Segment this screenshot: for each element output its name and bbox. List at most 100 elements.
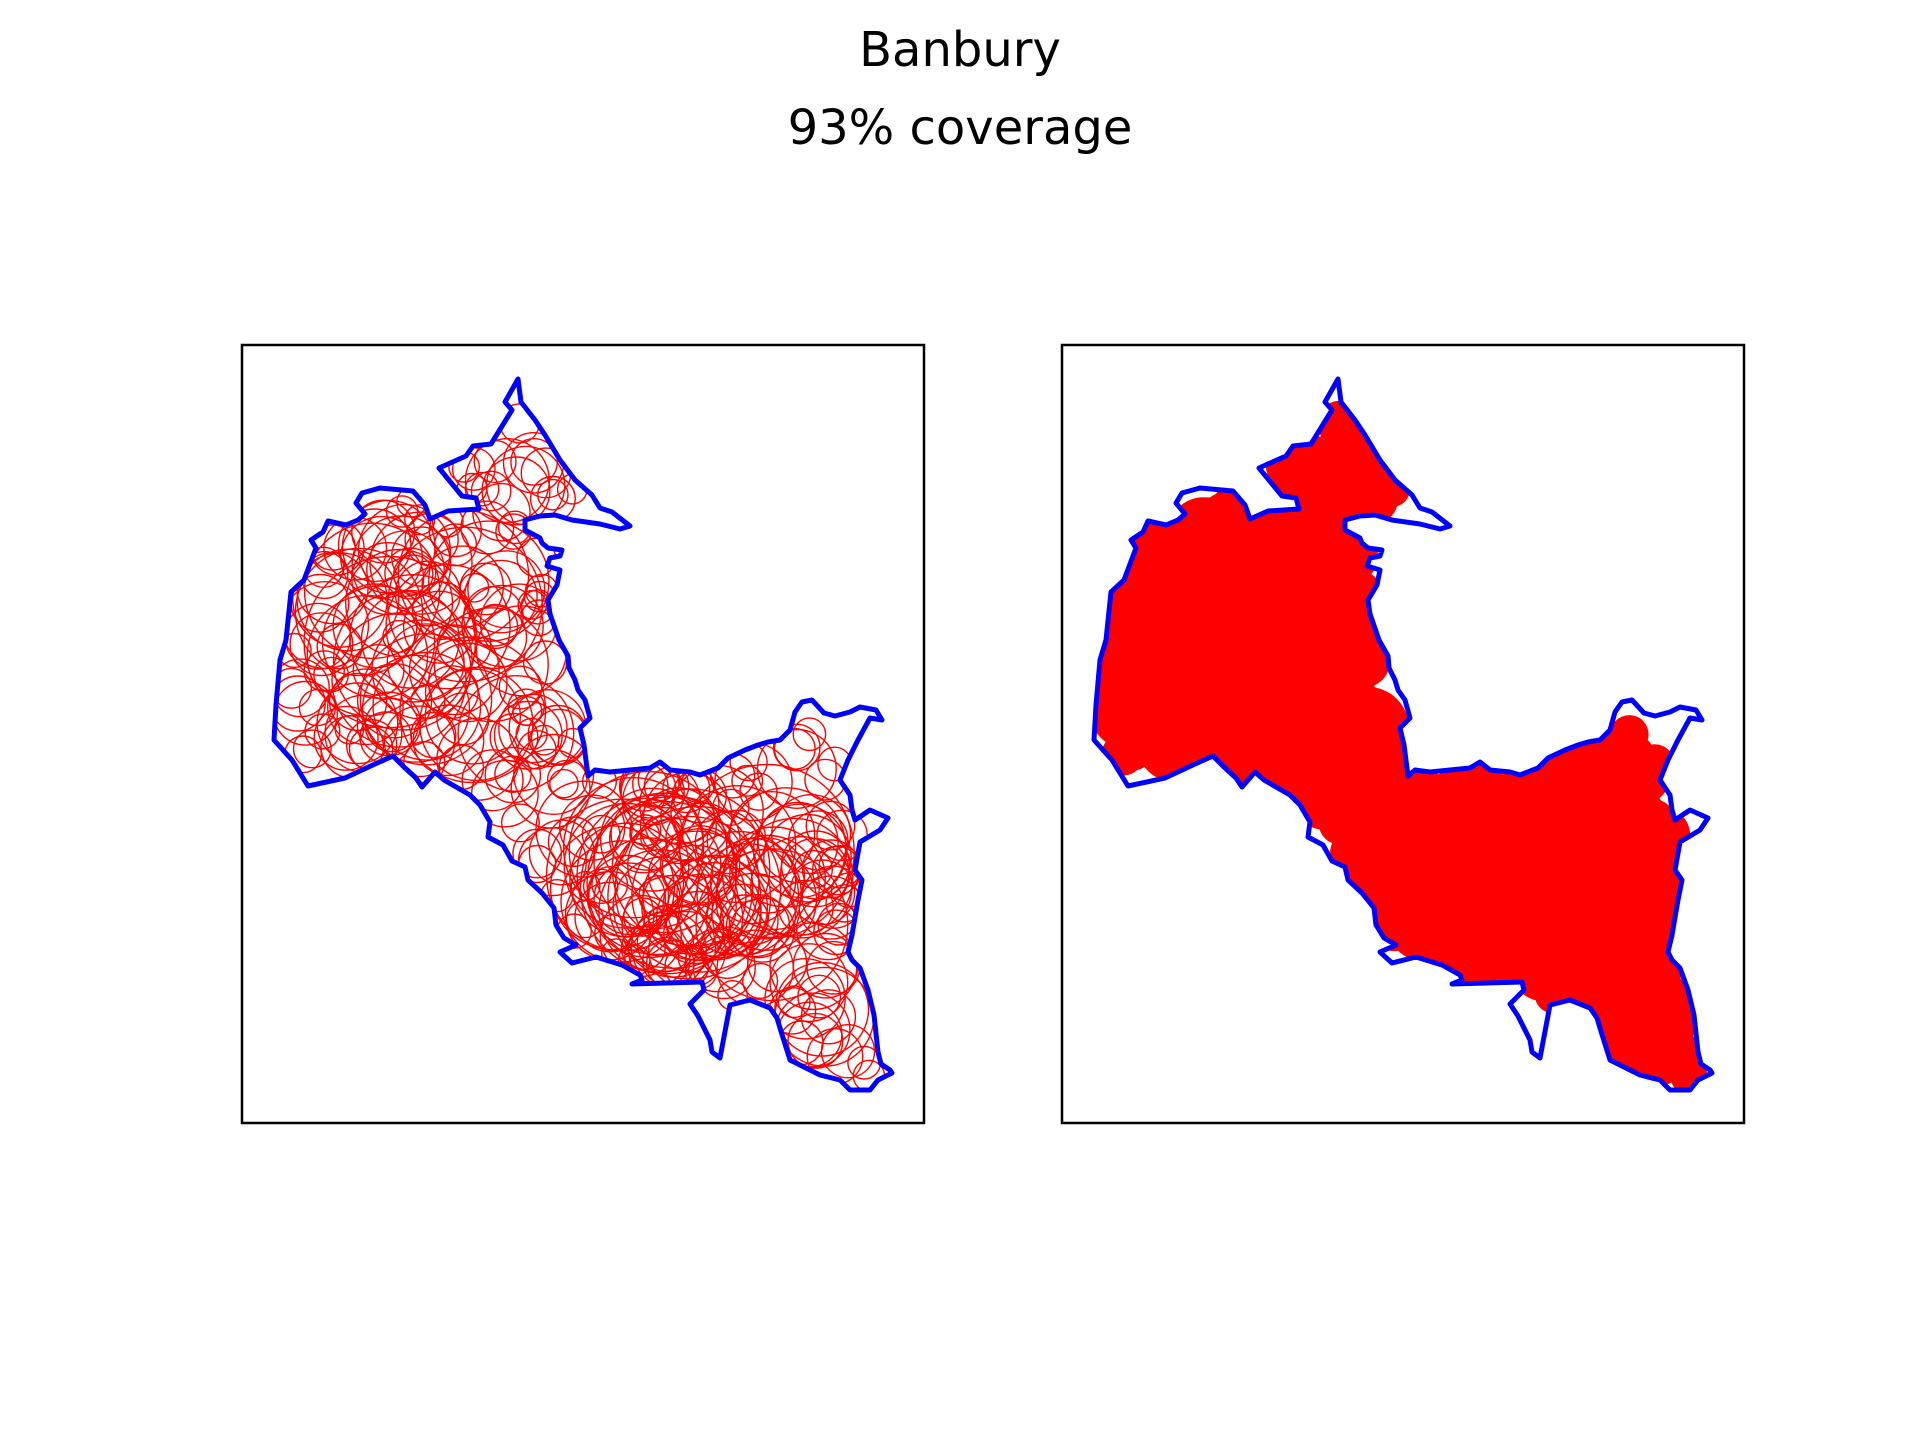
coverage-disc (1614, 972, 1664, 1021)
coverage-circle (337, 508, 412, 583)
coverage-circle (756, 728, 837, 810)
coverage-circle (763, 813, 852, 903)
coverage-circle (461, 749, 524, 812)
coverage-circle (498, 693, 568, 764)
coverage-circle (427, 520, 550, 643)
coverage-circle (402, 590, 477, 664)
coverage-disc (1203, 492, 1241, 531)
coverage-disc (1539, 824, 1649, 933)
coverage-circle (582, 868, 619, 905)
coverage-circle (274, 680, 339, 746)
coverage-circle (331, 612, 467, 748)
coverage-circle (408, 624, 500, 716)
coverage-circle (384, 547, 437, 600)
coverage-circle (467, 550, 546, 629)
coverage-circle (424, 668, 521, 765)
coverage-circle (559, 794, 626, 861)
coverage-disc (1251, 520, 1300, 569)
coverage-circle (549, 768, 579, 799)
coverage-circle (640, 815, 682, 858)
coverage-circle (545, 798, 700, 952)
coverage-circle (433, 607, 549, 723)
coverage-circle (436, 616, 492, 672)
coverage-disc (1183, 527, 1268, 612)
coverage-circle (593, 792, 735, 934)
coverage-circle (772, 723, 821, 772)
coverage-circle (729, 897, 796, 963)
coverage-circle (470, 470, 512, 512)
coverage-circle (537, 478, 569, 511)
coverage-circle (385, 495, 419, 528)
coverage-circle (716, 834, 820, 939)
coverage-circle (399, 636, 547, 784)
coverage-circle (614, 805, 782, 973)
coverage-circle (512, 695, 543, 727)
coverage-circle (360, 589, 460, 689)
coverage-circle (427, 642, 508, 723)
coverage-circle (570, 870, 601, 901)
coverage-circle (692, 935, 756, 1000)
coverage-fill (1094, 400, 1708, 1090)
coverage-disc (1638, 1021, 1698, 1081)
coverage-circle (436, 692, 490, 746)
coverage-circle (500, 803, 540, 843)
coverage-circle (366, 530, 445, 609)
coverage-circle (722, 826, 826, 931)
coverage-circle (728, 791, 816, 878)
coverage-disc (1400, 866, 1441, 907)
coverage-circle (369, 511, 473, 615)
coverage-circle (579, 800, 754, 975)
coverage-circle (700, 926, 754, 980)
coverage-circle (292, 729, 332, 769)
coverage-circle (764, 958, 846, 1040)
coverage-circle (725, 787, 847, 908)
coverage-circle (676, 830, 802, 957)
coverage-circle (274, 658, 330, 718)
coverage-circle (528, 724, 560, 756)
coverage-circles (274, 403, 886, 1090)
coverage-circle (313, 705, 379, 771)
coverage-circle (316, 623, 363, 670)
coverage-disc (1284, 547, 1368, 631)
coverage-circle (394, 560, 461, 627)
coverage-circle (528, 819, 595, 886)
coverage-circle (696, 843, 800, 946)
coverage-circle (797, 974, 842, 1019)
panel-right (1060, 343, 1746, 1125)
coverage-circle (457, 675, 575, 793)
coverage-circle (621, 874, 725, 978)
coverage-disc (1557, 770, 1600, 814)
coverage-circle (274, 675, 326, 732)
coverage-circle (794, 849, 834, 889)
coverage-circle (512, 828, 563, 879)
coverage-circle (510, 437, 558, 486)
boundary-outline-left (271, 376, 895, 1093)
coverage-circle (361, 654, 471, 763)
coverage-disc (1346, 722, 1382, 758)
coverage-circle (498, 665, 543, 710)
coverage-circle (294, 547, 424, 677)
coverage-circle (599, 787, 705, 892)
coverage-circle (773, 727, 816, 770)
coverage-circle (731, 764, 764, 797)
coverage-circle (706, 809, 767, 870)
coverage-circle (757, 801, 839, 884)
coverage-circle (741, 962, 779, 999)
coverage-circle (792, 717, 827, 752)
coverage-circle (593, 862, 667, 936)
coverage-circle (581, 814, 621, 854)
coverage-circle (780, 837, 850, 908)
coverage-disc (1327, 435, 1381, 489)
coverage-circle (289, 612, 354, 677)
coverage-circle (739, 772, 778, 811)
coverage-disc (1346, 817, 1417, 888)
coverage-disc (1279, 746, 1346, 814)
coverage-circle (769, 943, 849, 1023)
coverage-circle (472, 482, 531, 542)
figure-title: Banbury (859, 22, 1061, 78)
coverage-circle (610, 797, 684, 871)
coverage-circle (412, 704, 485, 777)
coverage-circle (303, 555, 477, 729)
coverage-circle (340, 515, 424, 599)
